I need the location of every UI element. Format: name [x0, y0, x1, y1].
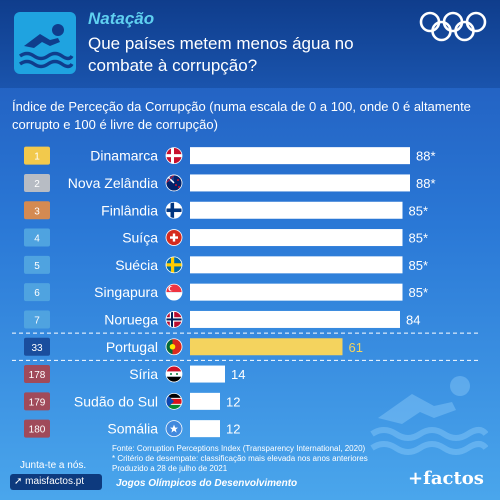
rank-label: 179: [29, 397, 46, 408]
rank-label: 4: [34, 234, 40, 245]
chart-row: 1 Dinamarca 88*: [24, 146, 436, 165]
category-label: Noruega: [104, 311, 158, 327]
chart-row: 6 Singapura 85*: [24, 283, 429, 302]
rank-label: 6: [34, 288, 40, 299]
chart-row: 178 Síria 14: [24, 365, 245, 384]
category-label: Nova Zelândia: [68, 175, 158, 191]
south-sudan-flag-icon: [165, 392, 183, 410]
rank-badge: [24, 255, 50, 274]
chart-row: 4 Suíça 85*: [24, 228, 429, 247]
category-label: Finlândia: [101, 202, 158, 218]
finland-flag-icon: [165, 201, 183, 219]
value-label: 14: [231, 367, 245, 382]
rank-label: 3: [34, 206, 40, 217]
bar: [190, 283, 403, 301]
rank-label: 5: [34, 261, 40, 272]
bar: [190, 229, 403, 247]
chart-subtitle: Índice de Perceção da Corrupção (numa es…: [12, 99, 471, 132]
cursor-icon: ➚: [14, 476, 26, 487]
header-band: Natação Que países metem menos água no c…: [0, 0, 500, 88]
value-label: 12: [226, 394, 240, 409]
somalia-flag-icon: [165, 420, 183, 438]
rank-badge: [24, 365, 50, 384]
rank-badge: [24, 283, 50, 302]
value-label: 61: [349, 340, 363, 355]
rank-badge: [24, 146, 50, 165]
site-link[interactable]: ➚ maisfactos.pt: [10, 474, 102, 490]
bar: [190, 392, 220, 410]
rank-label: 1: [34, 152, 40, 163]
rank-label: 180: [29, 425, 46, 436]
category-label: Síria: [129, 366, 158, 382]
rank-label: 7: [34, 315, 40, 326]
chart-row: 180 Somália 12: [24, 419, 240, 438]
denmark-flag-icon: [165, 147, 183, 165]
rank-badge: [24, 173, 50, 192]
value-label: 85*: [409, 203, 429, 218]
category-label: Suécia: [115, 257, 158, 273]
swimmer-icon: [14, 12, 76, 74]
rank-badge: [24, 337, 50, 356]
join-text: Junta-te a nós.: [20, 460, 87, 471]
footnote-date: Produzido a 28 de julho de 2021: [112, 464, 228, 473]
value-label: 85*: [409, 231, 429, 246]
value-label: 88*: [416, 176, 436, 191]
bar: [190, 310, 400, 328]
value-label: 85*: [409, 258, 429, 273]
chart-row: 2 Nova Zelândia 88*: [24, 173, 436, 192]
value-label: 85*: [409, 285, 429, 300]
footnote-tiebreak: * Critério de desempate: classificação m…: [112, 454, 368, 463]
category-label: Suíça: [122, 230, 158, 246]
category-label: Dinamarca: [90, 148, 158, 164]
portugal-flag-icon: [165, 338, 183, 356]
new-zealand-flag-icon: [165, 174, 183, 192]
rank-badge: [24, 201, 50, 220]
swimmer-watermark-icon: [370, 376, 488, 455]
site-link-label: maisfactos.pt: [25, 476, 85, 487]
rank-badge: [24, 419, 50, 438]
rank-label: 2: [34, 179, 40, 190]
footnotes: Fonte: Corruption Perceptions Index (Tra…: [112, 444, 412, 474]
chart-row: 179 Sudão do Sul 12: [24, 392, 240, 411]
value-label: 12: [226, 422, 240, 437]
switzerland-flag-icon: [165, 229, 183, 246]
rank-label: 33: [31, 343, 43, 354]
rank-label: 178: [29, 370, 46, 381]
value-label: 88*: [416, 149, 436, 164]
sweden-flag-icon: [165, 256, 183, 274]
bar-chart: 1 Dinamarca 88* 2 Nova Zelândia 88* 3 Finlândia…: [12, 146, 480, 438]
category-label: Sudão do Sul: [74, 393, 158, 409]
category-label: Somália: [107, 421, 158, 437]
bar: [190, 338, 343, 356]
chart-row: 33 Portugal 61: [24, 337, 363, 356]
rank-badge: [24, 310, 50, 329]
chart-row: 5 Suécia 85*: [24, 255, 429, 274]
bar: [190, 201, 403, 219]
bar: [190, 147, 410, 165]
chart-row: 3 Finlândia 85*: [24, 201, 429, 220]
rank-badge: [24, 228, 50, 247]
footnote-source: Fonte: Corruption Perceptions Index (Tra…: [112, 444, 366, 453]
games-tagline: Jogos Olímpicos do Desenvolvimento: [116, 478, 298, 489]
chart-row: 7 Noruega 84: [24, 310, 420, 329]
category-label: Singapura: [94, 284, 158, 300]
brand-logo: +factos: [408, 468, 484, 489]
syria-flag-icon: [165, 365, 183, 383]
bar: [190, 256, 403, 274]
sport-title: Natação: [88, 9, 155, 28]
singapore-flag-icon: [165, 283, 183, 301]
value-label: 84: [406, 312, 420, 327]
norway-flag-icon: [165, 311, 183, 328]
headline: Que países metem menos água no combate à…: [88, 34, 354, 75]
olympic-rings-icon: [419, 11, 487, 42]
bar: [190, 420, 220, 438]
category-label: Portugal: [106, 339, 158, 355]
bar: [190, 174, 410, 192]
bar: [190, 365, 225, 383]
rank-badge: [24, 392, 50, 411]
